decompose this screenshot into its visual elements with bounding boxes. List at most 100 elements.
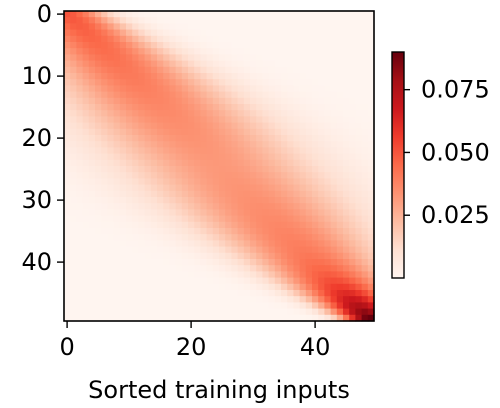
- heatmap-cell: [349, 122, 356, 130]
- heatmap-cell: [64, 252, 71, 260]
- heatmap-cell: [256, 73, 263, 80]
- heatmap-cell: [361, 153, 369, 161]
- heatmap-cell: [144, 42, 152, 49]
- heatmap-cell: [119, 234, 127, 241]
- heatmap-cell: [343, 296, 350, 303]
- heatmap-cell: [64, 48, 71, 55]
- x-tick-label: 0: [59, 333, 74, 361]
- heatmap-cell: [349, 290, 356, 297]
- heatmap-cell: [175, 277, 183, 285]
- heatmap-cell: [287, 48, 294, 55]
- heatmap-cell: [225, 153, 232, 161]
- heatmap-cell: [281, 73, 288, 80]
- heatmap-cell: [88, 271, 96, 279]
- heatmap-cell: [274, 265, 282, 272]
- heatmap-cell: [101, 209, 108, 217]
- heatmap-cell: [95, 184, 102, 192]
- colorbar: [391, 51, 405, 279]
- heatmap-cell: [231, 54, 239, 62]
- heatmap-cell: [355, 190, 363, 198]
- heatmap-cell: [281, 128, 288, 136]
- heatmap-cell: [64, 11, 71, 18]
- heatmap-cell: [95, 215, 102, 223]
- heatmap-cell: [274, 60, 282, 68]
- heatmap-cell: [188, 190, 195, 198]
- heatmap-cell: [181, 66, 189, 74]
- heatmap-cell: [188, 104, 195, 111]
- heatmap-cell: [336, 42, 344, 49]
- heatmap-cell: [175, 60, 183, 68]
- heatmap-cell: [181, 308, 189, 316]
- heatmap-cell: [287, 215, 294, 223]
- heatmap-cell: [82, 314, 90, 322]
- heatmap-cell: [64, 190, 71, 198]
- heatmap-cell: [163, 91, 170, 99]
- heatmap-cell: [219, 172, 226, 179]
- heatmap-cell: [76, 128, 84, 136]
- heatmap-cell: [76, 314, 84, 322]
- heatmap-cell: [113, 122, 121, 130]
- heatmap-cell: [330, 308, 338, 316]
- heatmap-cell: [206, 178, 214, 186]
- heatmap-cell: [70, 178, 77, 186]
- heatmap-cell: [336, 271, 344, 279]
- heatmap-cell: [225, 221, 232, 229]
- heatmap-cell: [262, 159, 270, 167]
- heatmap-cell: [305, 308, 313, 316]
- heatmap-cell: [237, 54, 245, 62]
- heatmap-cell: [349, 302, 356, 310]
- heatmap-cell: [95, 54, 102, 62]
- heatmap-cell: [274, 122, 282, 130]
- heatmap-cell: [132, 302, 139, 310]
- heatmap-cell: [293, 271, 301, 279]
- heatmap-cell: [225, 23, 232, 31]
- heatmap-cell: [318, 48, 325, 55]
- heatmap-cell: [175, 296, 183, 303]
- heatmap-cell: [231, 184, 239, 192]
- heatmap-cell: [256, 141, 263, 148]
- heatmap-cell: [281, 54, 288, 62]
- heatmap-cell: [274, 184, 282, 192]
- heatmap-cell: [64, 91, 71, 99]
- heatmap-cell: [250, 85, 257, 93]
- heatmap-cell: [144, 11, 152, 18]
- heatmap-cell: [256, 128, 263, 136]
- heatmap-cell: [200, 308, 208, 316]
- heatmap-cell: [119, 159, 127, 167]
- heatmap-cell: [113, 29, 121, 37]
- heatmap-cell: [324, 203, 332, 210]
- heatmap-cell: [181, 91, 189, 99]
- heatmap-cell: [163, 23, 170, 31]
- heatmap-cell: [126, 91, 133, 99]
- heatmap-cell: [126, 11, 133, 18]
- heatmap-cell: [299, 184, 307, 192]
- heatmap-cell: [237, 60, 245, 68]
- heatmap-cell: [64, 166, 71, 173]
- heatmap-cell: [144, 66, 152, 74]
- heatmap-cell: [95, 42, 102, 49]
- heatmap-cell: [225, 85, 232, 93]
- heatmap-cell: [157, 302, 164, 310]
- heatmap-cell: [293, 228, 301, 235]
- heatmap-cell: [274, 128, 282, 136]
- heatmap-cell: [119, 190, 127, 198]
- heatmap-cell: [281, 271, 288, 279]
- heatmap-cell: [200, 60, 208, 68]
- heatmap-cell: [132, 54, 139, 62]
- heatmap-cell: [262, 135, 270, 142]
- heatmap-cell: [119, 228, 127, 235]
- heatmap-cell: [64, 228, 71, 235]
- heatmap-cell: [138, 135, 146, 142]
- heatmap-cell: [163, 85, 170, 93]
- heatmap-cell: [119, 17, 127, 24]
- heatmap-cell: [194, 153, 201, 161]
- heatmap-cell: [107, 104, 115, 111]
- heatmap-cell: [225, 159, 232, 167]
- heatmap-cell: [144, 35, 152, 43]
- heatmap-cell: [212, 184, 220, 192]
- heatmap-cell: [157, 228, 164, 235]
- heatmap-cell: [126, 135, 133, 142]
- heatmap-cell: [268, 29, 276, 37]
- heatmap-cell: [361, 314, 369, 322]
